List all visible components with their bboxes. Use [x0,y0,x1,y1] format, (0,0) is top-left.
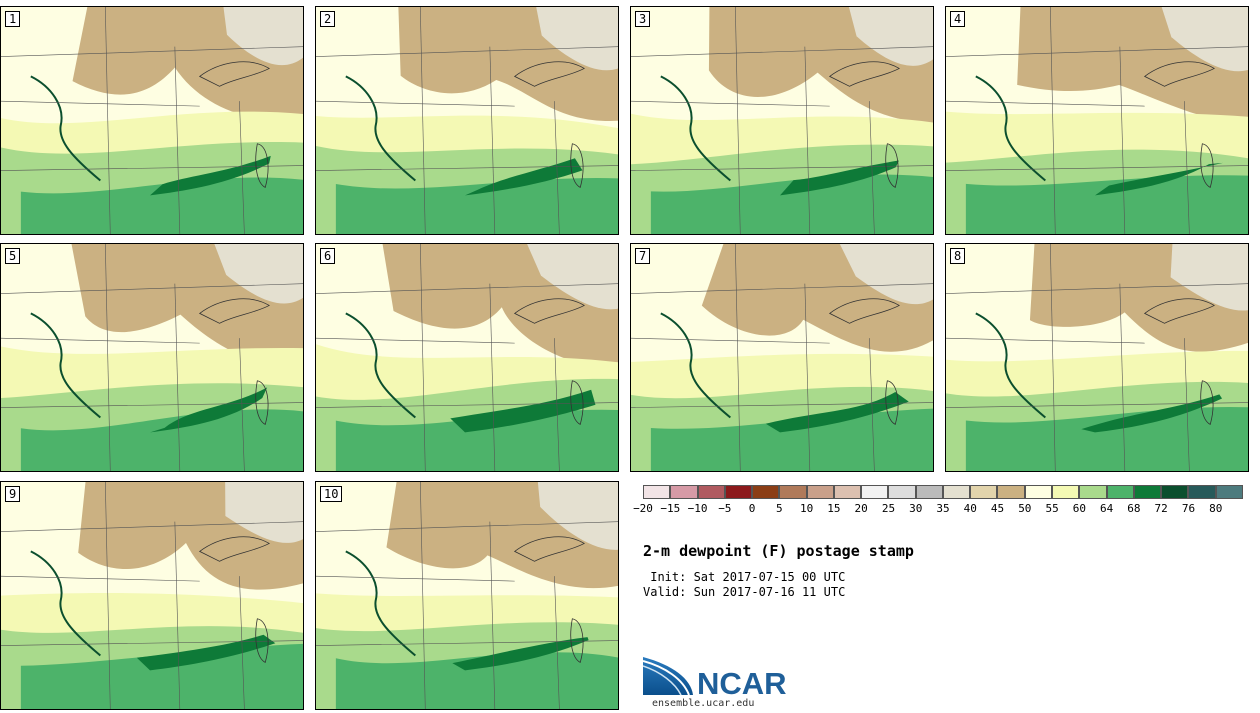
member-label-10: 10 [320,486,343,502]
colorbar-tick-label: 40 [963,502,977,515]
dewpoint-map-10 [316,482,618,709]
colorbar-swatch [670,485,698,499]
dewpoint-map-1 [1,7,303,234]
colorbar-tick-label: 5 [776,502,783,515]
member-label-5: 5 [5,248,21,264]
colorbar-tick-label: 15 [827,502,841,515]
colorbar-swatch [970,485,998,499]
ensemble-url: ensemble.ucar.edu [652,698,755,709]
colorbar-swatch [724,485,753,499]
member-panel-5: 5 [0,243,304,472]
dewpoint-map-7 [631,244,933,471]
colorbar-swatch [833,485,862,499]
dewpoint-map-2 [316,7,618,234]
valid-time: Valid: Sun 2017-07-16 11 UTC [643,585,846,599]
colorbar-tick-label: 80 [1209,502,1223,515]
colorbar-swatch [915,485,943,499]
colorbar-swatch [779,485,807,499]
colorbar-tick-label: 10 [800,502,814,515]
colorbar-tick-label: 55 [1045,502,1059,515]
member-label-4: 4 [950,11,966,27]
dewpoint-map-5 [1,244,303,471]
member-panel-6: 6 [315,243,619,472]
colorbar-tick-label: 64 [1100,502,1114,515]
colorbar-swatch [1106,485,1134,499]
colorbar-swatch [1024,485,1052,499]
member-label-2: 2 [320,11,336,27]
dewpoint-colorbar [643,485,1243,499]
member-panel-4: 4 [945,6,1249,235]
colorbar-swatch [942,485,971,499]
colorbar-tick-label: 0 [748,502,756,515]
colorbar-swatch [1188,485,1216,499]
ncar-logo: NCAR [642,655,793,701]
colorbar-swatch [643,485,671,499]
colorbar-tick-label: −5 [718,502,732,515]
dewpoint-map-6 [316,244,618,471]
colorbar-swatch [888,485,916,499]
member-label-9: 9 [5,486,21,502]
colorbar-swatch [752,485,780,499]
colorbar-swatch [1215,485,1243,499]
member-panel-3: 3 [630,6,934,235]
init-time: Init: Sat 2017-07-15 00 UTC [643,570,846,584]
colorbar-tick-label: 68 [1127,502,1141,515]
colorbar-tick-label: 50 [1018,502,1032,515]
member-label-6: 6 [320,248,336,264]
member-panel-7: 7 [630,243,934,472]
colorbar-swatch [1051,485,1080,499]
member-panel-2: 2 [315,6,619,235]
colorbar-tick-label: 30 [909,502,923,515]
member-panel-8: 8 [945,243,1249,472]
colorbar-swatch [806,485,834,499]
colorbar-tick-labels: −20 −15 −10 −5 0 5 10 15 20 25 30 35 40 45 50 55 60 64 68 7… [633,502,1243,516]
colorbar-swatch [997,485,1025,499]
colorbar-tick-label: −15 [660,502,681,515]
member-label-7: 7 [635,248,651,264]
colorbar-tick-label: 20 [854,502,868,515]
logo-wordmark: NCAR [697,666,787,697]
member-panel-9: 9 [0,481,304,710]
member-panel-1: 1 [0,6,304,235]
colorbar-swatch [1133,485,1162,499]
colorbar-tick-label: 25 [881,502,896,515]
colorbar-tick-label: 45 [990,502,1005,515]
logo-wave-icon [643,657,693,695]
dewpoint-map-9 [1,482,303,709]
colorbar-tick-label: 76 [1181,502,1196,515]
member-label-1: 1 [5,11,21,27]
dewpoint-map-3 [631,7,933,234]
colorbar-tick-label: −20 [633,502,653,515]
member-label-8: 8 [950,248,966,264]
colorbar-swatch [861,485,889,499]
figure-title: 2-m dewpoint (F) postage stamp [643,542,914,560]
colorbar-tick-label: 35 [936,502,950,515]
dewpoint-map-8 [946,244,1248,471]
colorbar-tick-label: 72 [1154,502,1168,515]
colorbar-swatch [697,485,725,499]
member-label-3: 3 [635,11,651,27]
colorbar-tick-label: 60 [1072,502,1086,515]
member-panel-10: 10 [315,481,619,710]
colorbar-swatch [1079,485,1107,499]
dewpoint-map-4 [946,7,1248,234]
colorbar-swatch [1161,485,1189,499]
colorbar-tick-label: −10 [687,502,708,515]
